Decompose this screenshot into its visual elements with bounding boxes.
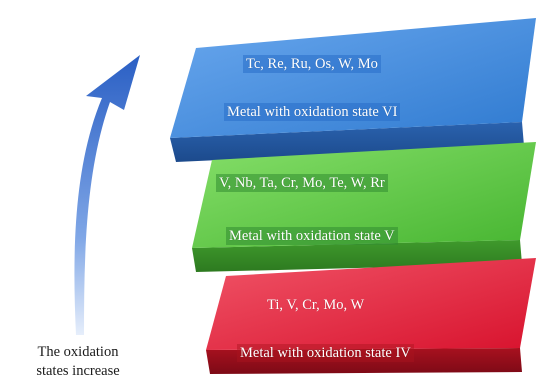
v-elements: V, Nb, Ta, Cr, Mo, Te, W, Rr [216, 174, 388, 192]
caption-line-2: states increase [36, 363, 120, 379]
vi-elements: Tc, Re, Ru, Os, W, Mo [243, 55, 381, 73]
slab-oxidation-vi [170, 18, 536, 162]
arrow-caption: The oxidation states increase [8, 343, 148, 381]
iv-label: Metal with oxidation state IV [237, 344, 414, 362]
increase-arrow [74, 55, 140, 335]
v-label: Metal with oxidation state V [226, 227, 398, 245]
caption-line-1: The oxidation [37, 344, 119, 360]
iv-elements: Ti, V, Cr, Mo, W [267, 297, 365, 313]
slab-oxidation-iv [206, 258, 536, 374]
slab-oxidation-v [192, 142, 536, 272]
vi-label: Metal with oxidation state VI [224, 103, 401, 121]
